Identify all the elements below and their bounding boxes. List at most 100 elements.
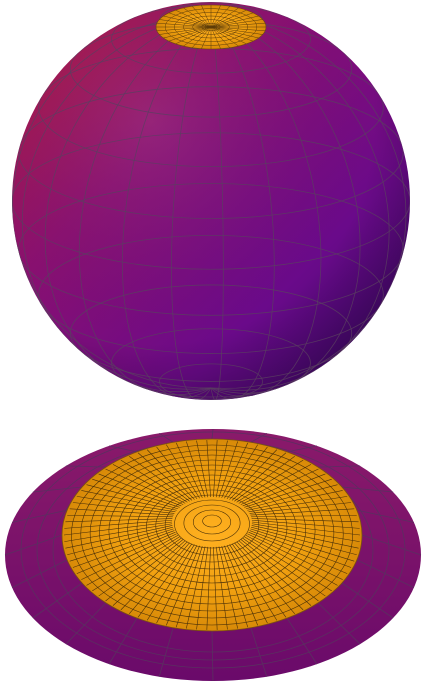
disk-cap-ring: [127, 474, 297, 584]
disk-cap-spoke: [224, 545, 259, 626]
disk-cap-spoke: [242, 473, 326, 507]
disk-cap-spoke: [137, 543, 193, 618]
longitude-line: [44, 13, 212, 393]
disk-cap-spoke: [120, 459, 188, 503]
cap-spoke: [159, 19, 212, 28]
disk-cap-spoke: [65, 525, 173, 549]
latitude-line: [18, 183, 404, 316]
disk-cap-spoke: [238, 464, 312, 504]
disk-cap-spoke: [156, 545, 198, 624]
disk-cap-spoke: [63, 521, 173, 536]
disk-spoke: [4, 534, 63, 556]
cap-grid: [156, 5, 266, 49]
disk-cap-spoke: [221, 442, 249, 498]
disk-cap-spoke: [186, 441, 206, 498]
disk-cap-spoke: [245, 534, 338, 586]
disk-cap-spoke: [64, 519, 173, 529]
disk-cap-spoke: [213, 546, 218, 630]
longitude-line: [210, 13, 407, 389]
disk-spoke: [108, 445, 138, 453]
disk-cap-spoke: [242, 537, 326, 597]
disk-cap-spoke: [186, 546, 206, 629]
disk-cap-spoke: [166, 444, 200, 499]
cap-spoke: [210, 12, 254, 28]
disk-cap-spoke: [251, 519, 360, 529]
cap-spoke: [210, 19, 263, 28]
cap-spoke: [210, 26, 221, 49]
disk-spoke: [341, 486, 394, 493]
disk-cap-spoke: [248, 496, 348, 513]
disk-spoke: [286, 617, 318, 665]
disk-cap-spoke: [218, 546, 238, 629]
disk-cap-spoke: [76, 531, 176, 574]
disk-cap-spoke: [224, 444, 258, 499]
disk-cap: [61, 438, 363, 632]
disk-cap-spoke: [146, 449, 195, 500]
cap-spoke: [159, 26, 212, 35]
cap-spoke: [168, 26, 212, 42]
disk-cap-spoke: [251, 526, 357, 556]
disk-cap-spoke: [129, 542, 190, 614]
disk-cap-spoke: [92, 536, 180, 592]
disk-spoke: [11, 559, 68, 588]
disk-cap-spoke: [86, 534, 179, 586]
disk-cap-ring: [192, 509, 232, 535]
disk-cap-spoke: [215, 546, 228, 630]
cap-spoke: [210, 26, 266, 32]
disk-cap-spoke: [249, 502, 352, 514]
disk-cap-spoke: [92, 478, 180, 508]
disk-cap-spoke: [206, 440, 211, 498]
disk-spoke: [211, 630, 214, 682]
disk-spoke: [356, 559, 415, 588]
disk-cap-ring: [71, 444, 353, 626]
disk-cap-spoke: [98, 537, 182, 597]
disk-cap-spoke: [67, 514, 173, 518]
disk-cap-spoke: [65, 518, 173, 523]
disk-cap-spoke: [175, 442, 203, 498]
cap-spoke: [156, 26, 212, 32]
latitude-line: [38, 234, 384, 354]
longitude-line: [210, 13, 322, 397]
disk-spoke: [286, 445, 318, 453]
disk-cap-spoke: [229, 544, 278, 621]
disk-cap-spoke: [234, 542, 295, 614]
disk-spoke: [250, 432, 268, 443]
disk-cap-spoke: [236, 459, 304, 503]
disk-cap-spoke: [213, 440, 218, 498]
cap-spoke: [163, 15, 212, 28]
latitude-line: [69, 284, 353, 382]
disk-cap-spoke: [72, 530, 175, 568]
cap-spoke: [192, 26, 212, 48]
disk-cap-spoke: [129, 456, 190, 502]
cap-spoke: [210, 6, 230, 28]
disk-cap-spoke: [251, 525, 359, 549]
disk-spoke: [158, 432, 174, 443]
cap-spoke: [210, 7, 239, 28]
longitude-line: [210, 14, 224, 400]
disk-grid: [4, 428, 422, 682]
disk-spoke: [65, 465, 106, 468]
cap-spoke: [163, 26, 212, 39]
disk-cap-spoke: [236, 541, 304, 611]
disk-cap-spoke: [196, 440, 209, 498]
longitude-line: [171, 13, 212, 400]
disk-spoke: [211, 428, 214, 440]
longitude-line: [121, 13, 212, 399]
disk-cap-spoke: [86, 484, 179, 510]
disk-cap-spoke: [175, 546, 203, 628]
cap-spoke: [210, 26, 259, 39]
cap-spoke: [210, 26, 230, 48]
disk-cap-spoke: [229, 449, 278, 500]
disk-spoke: [250, 627, 268, 677]
disk-spoke: [318, 465, 361, 468]
disk-cap-spoke: [247, 533, 343, 580]
latitude-line: [12, 132, 410, 270]
cap-spoke: [201, 5, 212, 28]
disk-cap-spoke: [105, 468, 184, 505]
latitude-line: [159, 363, 263, 400]
longitude-line: [21, 13, 212, 390]
disk-cap-spoke: [234, 456, 295, 502]
cap-spoke: [210, 26, 254, 42]
disk-cap-spoke: [120, 541, 188, 611]
